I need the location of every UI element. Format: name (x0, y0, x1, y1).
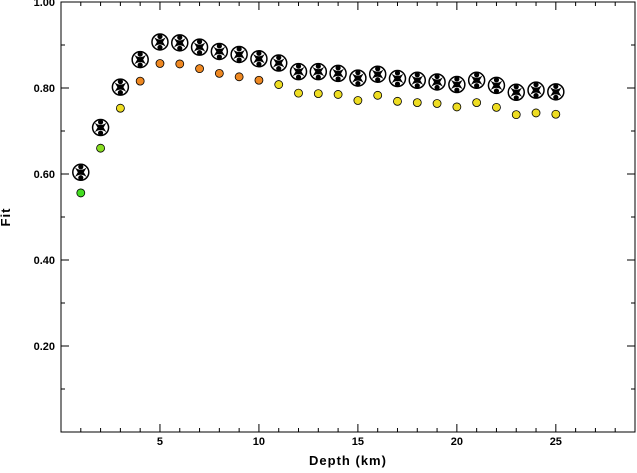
beachball-mechanism-icon (131, 50, 149, 69)
fit-point (195, 64, 204, 74)
y-tick-label: 1.00 (34, 0, 55, 9)
beachball-mechanism-icon (448, 75, 466, 94)
beachball-mechanism-icon (309, 62, 328, 81)
beachball-mechanism-icon (230, 45, 248, 64)
beachball-mechanism-icon (349, 69, 367, 87)
beachball-mechanism-icon (72, 163, 90, 182)
fit-point (432, 99, 442, 108)
beachball-mechanism-icon (151, 33, 169, 51)
x-tick-label: 10 (253, 436, 265, 448)
x-axis-title: Depth (km) (309, 453, 387, 468)
beachball-mechanism-icon (547, 83, 565, 101)
y-tick-label: 0.80 (34, 83, 55, 95)
beachball-mechanism-icon (487, 76, 506, 95)
beachball-mechanism-icon (111, 78, 130, 96)
y-tick-label: 0.20 (34, 341, 55, 353)
y-axis-title: Fit (0, 208, 13, 227)
fit-point (96, 143, 105, 153)
y-axis: 0.20 0.40 0.60 0.80 1.00 (34, 0, 635, 390)
beachball-series (72, 33, 565, 182)
fit-point (373, 90, 383, 100)
fit-point (254, 75, 264, 85)
beachball-mechanism-icon (329, 64, 347, 83)
beachball-mechanism-icon (388, 69, 407, 88)
fit-point (393, 96, 402, 106)
fit-point (313, 89, 323, 98)
fit-point (135, 76, 145, 86)
beachball-mechanism-icon (91, 118, 110, 137)
fit-point (531, 108, 541, 118)
fit-point (472, 98, 482, 108)
y-tick-label: 0.60 (34, 169, 55, 181)
fit-point (76, 188, 86, 198)
beachball-mechanism-icon (507, 83, 525, 102)
fit-point (155, 59, 165, 68)
fit-point (492, 102, 501, 112)
fit-point (333, 90, 343, 99)
beachball-mechanism-icon (408, 71, 427, 90)
fit-point (353, 96, 363, 105)
beachball-mechanism-icon (269, 54, 288, 72)
beachball-mechanism-icon (289, 62, 308, 81)
y-tick-label: 0.40 (34, 255, 55, 267)
fit-point (452, 102, 462, 112)
beachball-mechanism-icon (190, 38, 209, 56)
x-tick-label: 25 (550, 436, 562, 448)
fit-point (294, 88, 303, 98)
beachball-mechanism-icon (527, 81, 545, 99)
beachball-mechanism-icon (368, 65, 387, 83)
x-tick-label: 5 (157, 436, 163, 448)
fit-point (511, 110, 521, 120)
beachball-mechanism-icon (250, 50, 268, 68)
beachball-mechanism-icon (428, 73, 446, 91)
x-tick-label: 15 (352, 436, 364, 448)
fit-point (412, 98, 422, 108)
plot-frame (60, 1, 636, 433)
beachball-mechanism-icon (210, 42, 229, 61)
beachball-mechanism-icon (171, 34, 189, 52)
fit-point (214, 68, 224, 78)
fit-point (175, 59, 185, 69)
fit-point (274, 80, 284, 89)
x-axis: 5 10 15 20 25 (80, 2, 616, 448)
fit-point (115, 103, 125, 113)
circle-series (76, 59, 561, 198)
beachball-mechanism-icon (467, 71, 486, 90)
fit-point (234, 72, 244, 82)
fit-point (551, 109, 561, 119)
x-tick-label: 20 (451, 436, 463, 448)
